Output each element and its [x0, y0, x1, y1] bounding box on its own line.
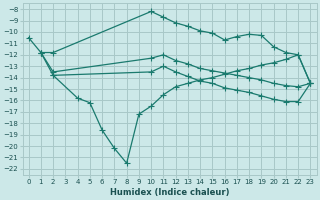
X-axis label: Humidex (Indice chaleur): Humidex (Indice chaleur) — [110, 188, 229, 197]
